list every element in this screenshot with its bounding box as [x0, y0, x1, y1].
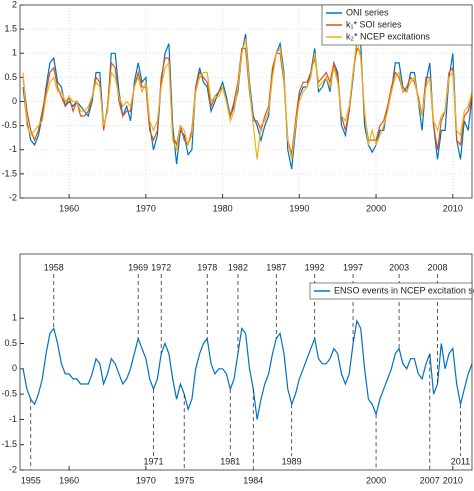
event-label: 1987 — [266, 262, 286, 272]
x-tick-label: 1980 — [213, 203, 233, 213]
event-label: 1958 — [44, 262, 64, 272]
y-tick-label: 0.5 — [4, 338, 17, 348]
event-label: 2003 — [389, 262, 409, 272]
event-label: 1992 — [305, 262, 325, 272]
legend-box — [321, 4, 473, 46]
plot-frame — [19, 4, 473, 199]
y-tick-label: -2 — [9, 464, 17, 474]
event-label: 1981 — [220, 456, 240, 466]
y-tick-label: -2 — [9, 192, 17, 202]
y-tick-label: -1.5 — [1, 439, 17, 449]
series-line — [22, 318, 473, 420]
legend-label: k₁* SOI series — [346, 19, 402, 29]
y-tick-label: -1 — [9, 144, 17, 154]
y-tick-label: 2 — [12, 0, 17, 9]
event-label: 1989 — [282, 456, 302, 466]
event-label: 2008 — [427, 262, 447, 272]
y-tick-label: 0.5 — [4, 72, 17, 82]
series-line — [22, 38, 473, 160]
x-tick-label: 1970 — [136, 475, 156, 485]
x-tick-label: 2010 — [443, 475, 463, 485]
y-tick-label: -0.5 — [1, 120, 17, 130]
event-label: 1982 — [228, 262, 248, 272]
x-tick-label: 2010 — [443, 203, 463, 213]
legend-label: ENSO events in NCEP excitation series — [334, 285, 474, 295]
event-label: 1969 — [128, 262, 148, 272]
event-label: 1971 — [144, 456, 164, 466]
y-tick-label: -1 — [9, 414, 17, 424]
x-tick-label: 1970 — [136, 203, 156, 213]
event-label: 1984 — [243, 475, 263, 485]
y-tick-label: -0.5 — [1, 388, 17, 398]
event-label: 1955 — [21, 475, 41, 485]
event-label: 1972 — [151, 262, 171, 272]
y-tick-label: 1 — [12, 48, 17, 58]
event-label: 2000 — [366, 475, 386, 485]
x-tick-label: 2000 — [366, 203, 386, 213]
event-label: 1978 — [197, 262, 217, 272]
x-tick-label: 1960 — [59, 203, 79, 213]
x-tick-label: 1990 — [289, 203, 309, 213]
legend-box — [309, 282, 473, 300]
event-label: 2011 — [451, 456, 470, 466]
y-tick-label: 0 — [12, 363, 17, 373]
event-label: 1975 — [174, 475, 194, 485]
event-label: 1997 — [343, 262, 363, 272]
y-tick-label: -1.5 — [1, 168, 17, 178]
y-tick-label: 1.5 — [4, 24, 17, 34]
event-label: 2007 — [420, 475, 440, 485]
x-tick-label: 1960 — [59, 475, 79, 485]
plot-frame — [19, 253, 473, 471]
y-tick-label: 1 — [12, 313, 17, 323]
y-tick-label: 0 — [12, 96, 17, 106]
legend-label: k₂* NCEP excitations — [346, 31, 430, 41]
legend-label: ONI series — [346, 7, 389, 17]
